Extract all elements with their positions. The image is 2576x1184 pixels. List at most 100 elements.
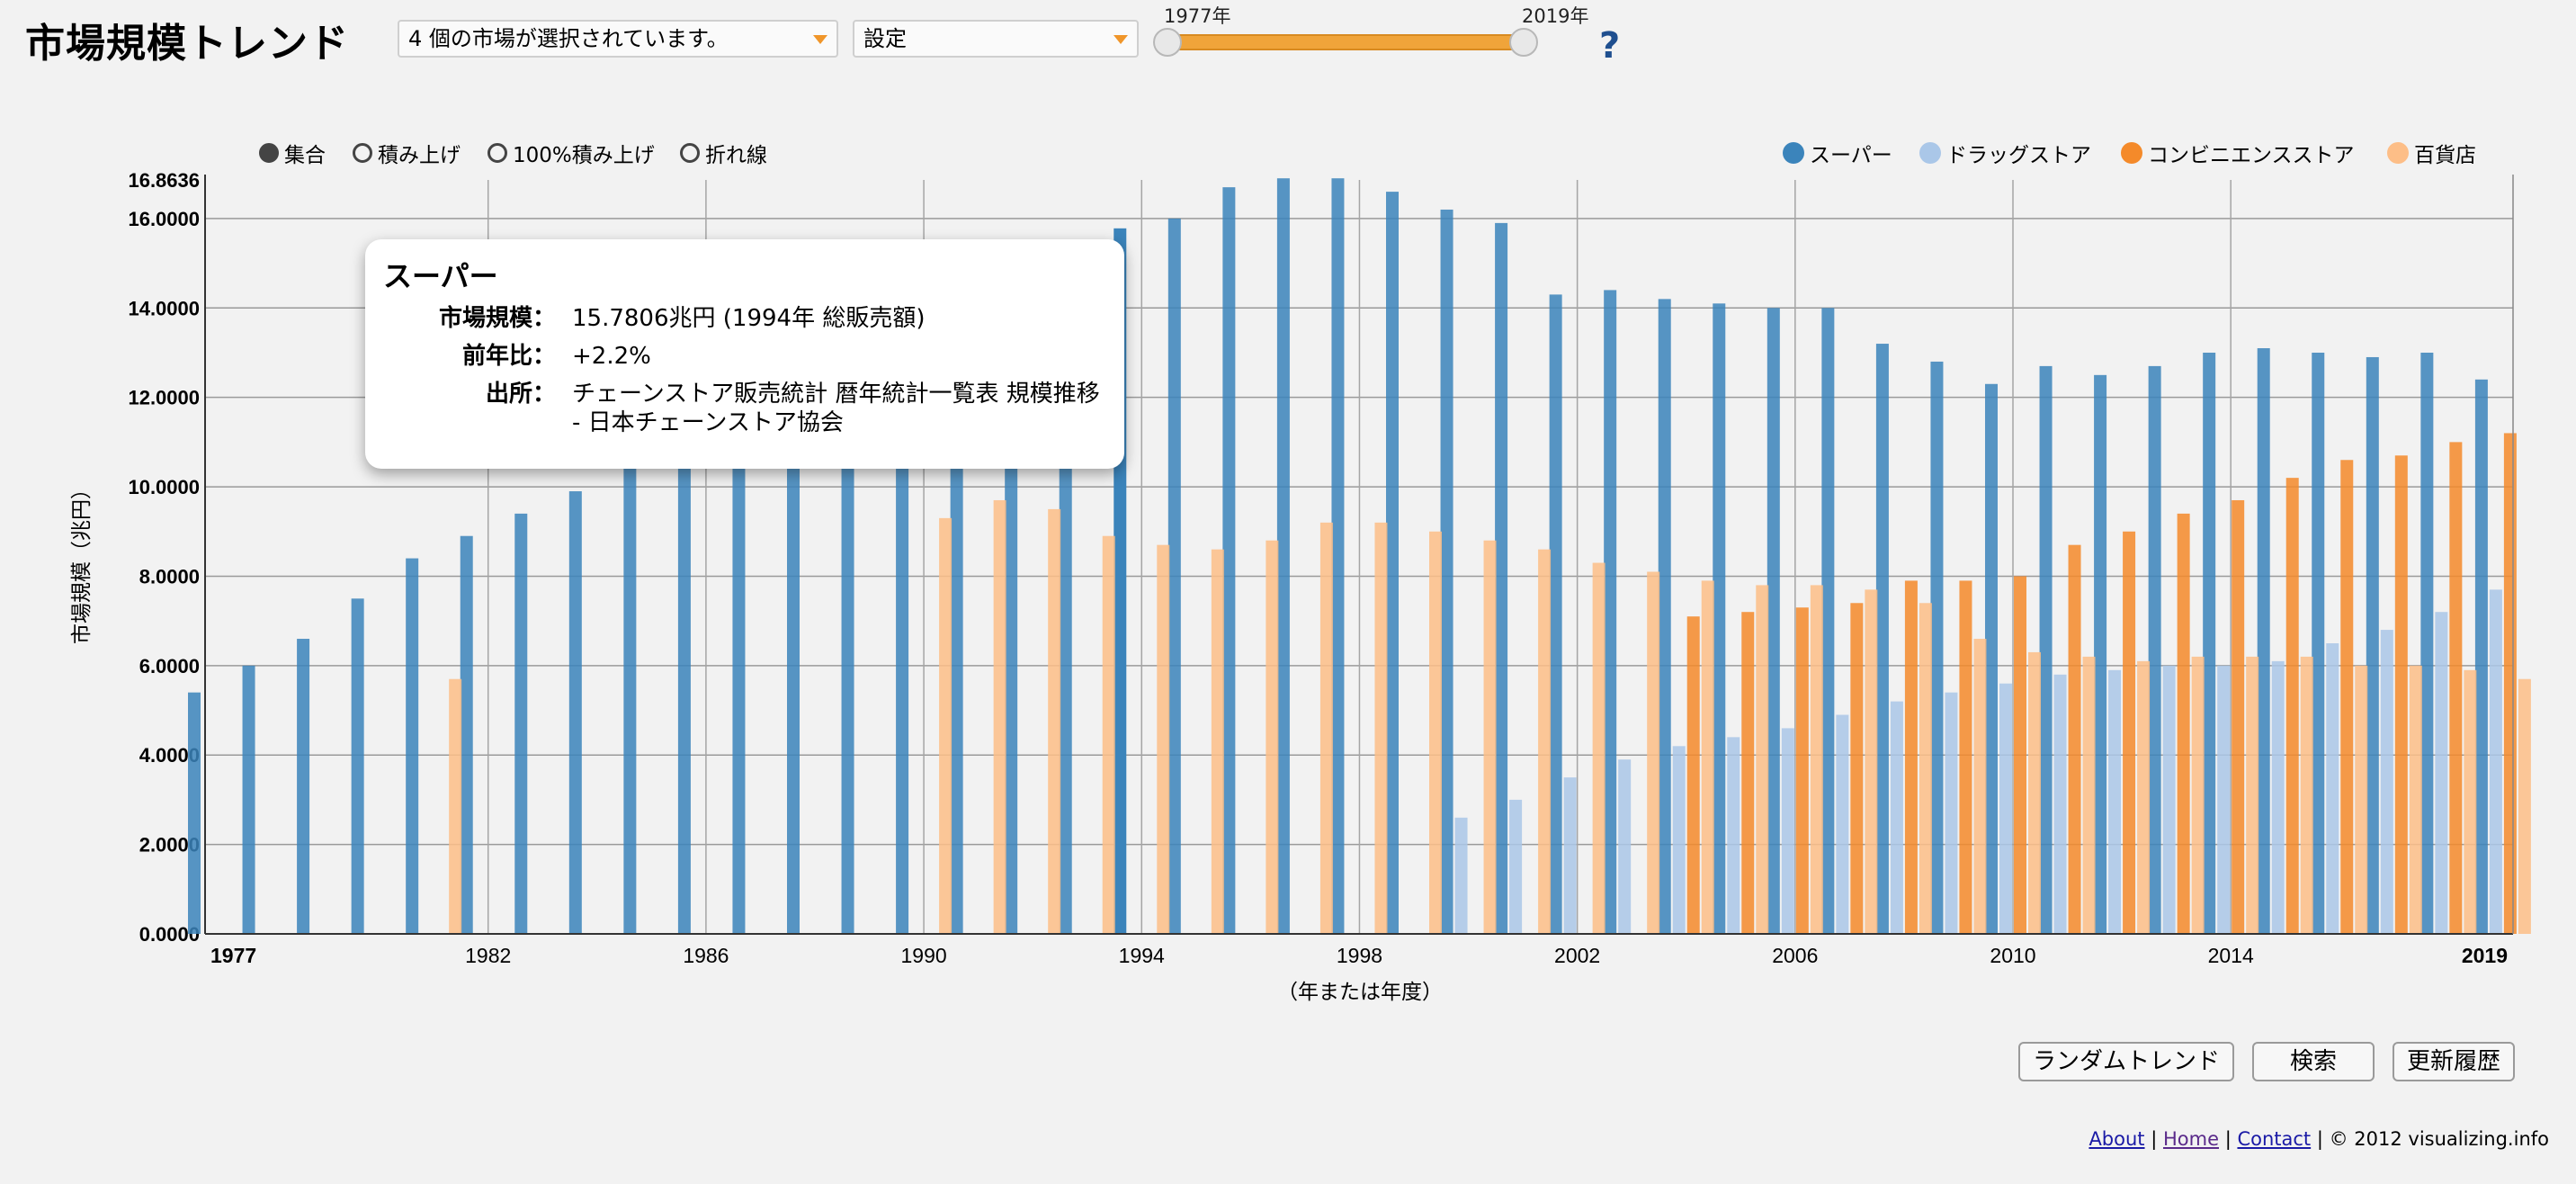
- bar-1-2001: [1509, 799, 1523, 934]
- view-option-stacked-100[interactable]: 100%積み上げ: [487, 138, 655, 168]
- bar-3-1994: [1157, 544, 1170, 934]
- bar-1-2012: [2108, 669, 2122, 934]
- contact-link[interactable]: Contact: [2237, 1128, 2312, 1150]
- radio-icon: [259, 143, 279, 163]
- bar-0-1977: [188, 692, 201, 934]
- bar-3-2014: [2246, 656, 2259, 934]
- bar-0-1989: [841, 370, 854, 934]
- bar-2-2012: [2123, 531, 2136, 934]
- legend-item-supermarket[interactable]: スーパー: [1783, 138, 1892, 168]
- radio-icon: [487, 143, 507, 163]
- footer: About | Home | Contact | © 2012 visualiz…: [2089, 1128, 2549, 1150]
- tooltip-size-value: 15.7806兆円 (1994年 総販売額): [572, 305, 926, 332]
- legend-dot: [2121, 142, 2142, 164]
- bar-1-2003: [1618, 759, 1632, 934]
- bar-0-2014: [2203, 352, 2216, 934]
- legend-dot: [1919, 142, 1941, 164]
- bar-3-2009: [1973, 639, 1987, 934]
- tooltip-yoy-key: 前年比：: [461, 343, 556, 370]
- legend-item-convenience-store[interactable]: コンビニエンスストア: [2121, 138, 2355, 168]
- bar-0-1984: [568, 491, 582, 934]
- bar-0-2012: [2094, 374, 2107, 935]
- bar-3-1998: [1374, 522, 1388, 934]
- bar-0-1997: [1276, 178, 1290, 935]
- bar-1-2008: [1890, 701, 1903, 934]
- legend-label: 百貨店: [2414, 144, 2476, 167]
- legend-item-drugstore[interactable]: ドラッグストア: [1919, 138, 2091, 168]
- bar-0-1998: [1331, 178, 1345, 935]
- radio-icon: [353, 143, 372, 163]
- settings-select-value: 設定: [863, 26, 907, 51]
- bar-1-2014: [2217, 665, 2231, 934]
- view-option-label: 折れ線: [705, 144, 767, 167]
- bar-2-2019: [2503, 433, 2517, 934]
- bar-1-2017: [2380, 630, 2393, 934]
- update-history-button[interactable]: 更新履歴: [2393, 1042, 2515, 1081]
- bar-0-2005: [1713, 303, 1726, 934]
- help-icon[interactable]: ?: [1599, 25, 1621, 67]
- legend-dot: [1783, 142, 1804, 164]
- y-tick-label: 16.8636: [128, 169, 200, 192]
- bar-2-2004: [1686, 616, 1700, 934]
- bar-0-2006: [1767, 308, 1780, 934]
- footer-separator: |: [2224, 1128, 2232, 1150]
- bar-3-2012: [2137, 660, 2151, 934]
- bar-1-2010: [1999, 683, 2012, 934]
- bar-1-2007: [1836, 714, 1849, 934]
- tooltip-size-key: 市場規模：: [438, 305, 556, 332]
- x-tick-label: 1982: [465, 944, 511, 967]
- x-tick-label: 1990: [901, 944, 947, 967]
- bar-1-2019: [2489, 589, 2502, 934]
- bar-1-2004: [1672, 746, 1686, 934]
- market-select[interactable]: 4 個の市場が選択されています。: [398, 20, 838, 58]
- bar-3-1981: [449, 678, 462, 934]
- legend-item-department-store[interactable]: 百貨店: [2387, 138, 2476, 168]
- y-tick-label: 16.0000: [128, 208, 200, 230]
- range-end-label: 2019年: [1522, 5, 1589, 27]
- bar-0-2003: [1604, 290, 1617, 935]
- y-tick-label: 6.0000: [139, 655, 200, 677]
- range-end-handle[interactable]: [1509, 28, 1538, 57]
- bar-0-2018: [2420, 352, 2434, 934]
- bar-0-2002: [1549, 294, 1562, 934]
- bar-1-2002: [1563, 777, 1577, 934]
- view-option-line[interactable]: 折れ線: [680, 138, 767, 168]
- home-link[interactable]: Home: [2162, 1128, 2219, 1150]
- bar-0-1987: [732, 419, 746, 934]
- bar-2-2010: [2013, 576, 2026, 934]
- bar-0-1978: [242, 665, 255, 934]
- chevron-down-icon: [813, 35, 827, 44]
- radio-icon: [680, 143, 700, 163]
- bar-3-1995: [1211, 549, 1224, 934]
- search-button[interactable]: 検索: [2252, 1042, 2375, 1081]
- tooltip-source-value: チェーンストア販売統計 暦年統計一覧表 規模推移 - 日本チェーンストア協会: [572, 381, 1100, 436]
- bar-0-1999: [1385, 192, 1399, 935]
- tooltip-yoy-value: +2.2%: [572, 343, 651, 370]
- bar-3-1993: [1102, 535, 1115, 934]
- bar-3-2015: [2300, 656, 2313, 934]
- x-tick-label: 1998: [1337, 944, 1382, 967]
- random-trend-button[interactable]: ランダムトレンド: [2018, 1042, 2234, 1081]
- bar-0-2011: [2039, 365, 2053, 934]
- settings-select[interactable]: 設定: [853, 20, 1139, 58]
- bar-2-2017: [2394, 455, 2408, 934]
- legend-label: コンビニエンスストア: [2148, 144, 2355, 167]
- legend-dot: [2387, 142, 2409, 164]
- bar-3-2002: [1592, 562, 1606, 934]
- bar-1-2000: [1454, 817, 1468, 934]
- bar-2-2005: [1741, 612, 1755, 934]
- bar-3-1990: [939, 517, 953, 934]
- bar-0-2001: [1495, 222, 1508, 934]
- about-link[interactable]: About: [2089, 1128, 2145, 1150]
- bar-3-1992: [1048, 508, 1061, 934]
- bar-3-1999: [1428, 531, 1442, 934]
- view-option-grouped[interactable]: 集合: [259, 138, 326, 168]
- x-tick-label: 2002: [1554, 944, 1600, 967]
- view-option-stacked[interactable]: 積み上げ: [353, 138, 461, 168]
- range-start-handle[interactable]: [1153, 28, 1182, 57]
- y-tick-label: 8.0000: [139, 565, 200, 588]
- bar-3-2010: [2027, 651, 2041, 934]
- view-option-label: 100%積み上げ: [513, 144, 655, 167]
- bar-0-1985: [623, 464, 637, 934]
- x-tick-label: 1986: [683, 944, 729, 967]
